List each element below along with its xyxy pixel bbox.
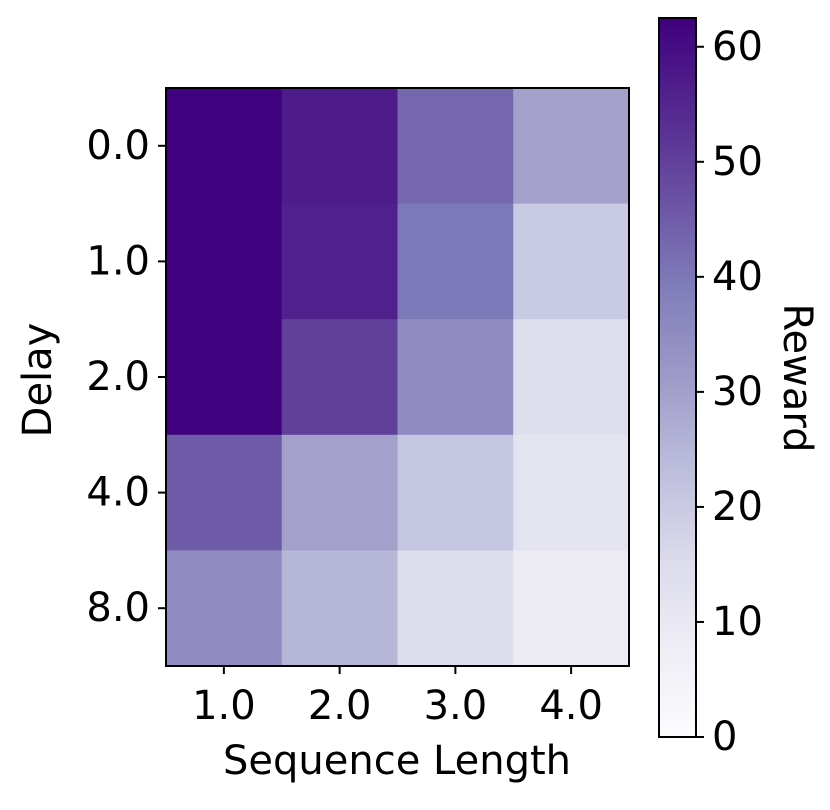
heatmap-cell: [397, 434, 514, 551]
colorbar-tick-label: 10: [712, 599, 763, 645]
colorbar-tick-label: 0: [712, 714, 737, 760]
heatmap-cell: [397, 550, 514, 667]
y-tick-label: 8.0: [86, 585, 150, 631]
colorbar-tick-label: 60: [712, 24, 763, 70]
heatmap-cell: [513, 203, 630, 320]
x-tick-label: 3.0: [424, 683, 488, 729]
heatmap-cell: [281, 434, 398, 551]
y-tick-label: 4.0: [86, 470, 150, 516]
heatmap-cell: [166, 319, 283, 436]
x-tick-label: 1.0: [192, 683, 256, 729]
heatmap-cell: [281, 88, 398, 205]
y-axis-label: Delay: [15, 323, 61, 438]
heatmap-cell: [281, 550, 398, 667]
heatmap-cell: [166, 434, 283, 551]
colorbar-label: Reward: [774, 304, 820, 453]
y-tick-label: 2.0: [86, 354, 150, 400]
y-tick-label: 0.0: [86, 123, 150, 169]
heatmap-cell: [397, 88, 514, 205]
heatmap-cell: [281, 203, 398, 320]
heatmap-cell: [397, 319, 514, 436]
heatmap-cell: [166, 203, 283, 320]
y-tick-label: 1.0: [86, 238, 150, 284]
heatmap-cell: [513, 550, 630, 667]
colorbar-tick-label: 20: [712, 484, 763, 530]
colorbar-tick-label: 50: [712, 139, 763, 185]
heatmap-cell: [166, 88, 283, 205]
colorbar-tick-label: 40: [712, 254, 763, 300]
colorbar-tick-label: 30: [712, 369, 763, 415]
x-axis-label: Sequence Length: [223, 738, 571, 784]
heatmap-cell: [513, 88, 630, 205]
heatmap-cell: [281, 319, 398, 436]
x-tick-label: 4.0: [539, 683, 603, 729]
heatmap-cell: [513, 434, 630, 551]
x-tick-label: 2.0: [308, 683, 372, 729]
heatmap-cell: [166, 550, 283, 667]
colorbar: [658, 17, 697, 738]
heatmap-cell: [513, 319, 630, 436]
heatmap-cell: [397, 203, 514, 320]
